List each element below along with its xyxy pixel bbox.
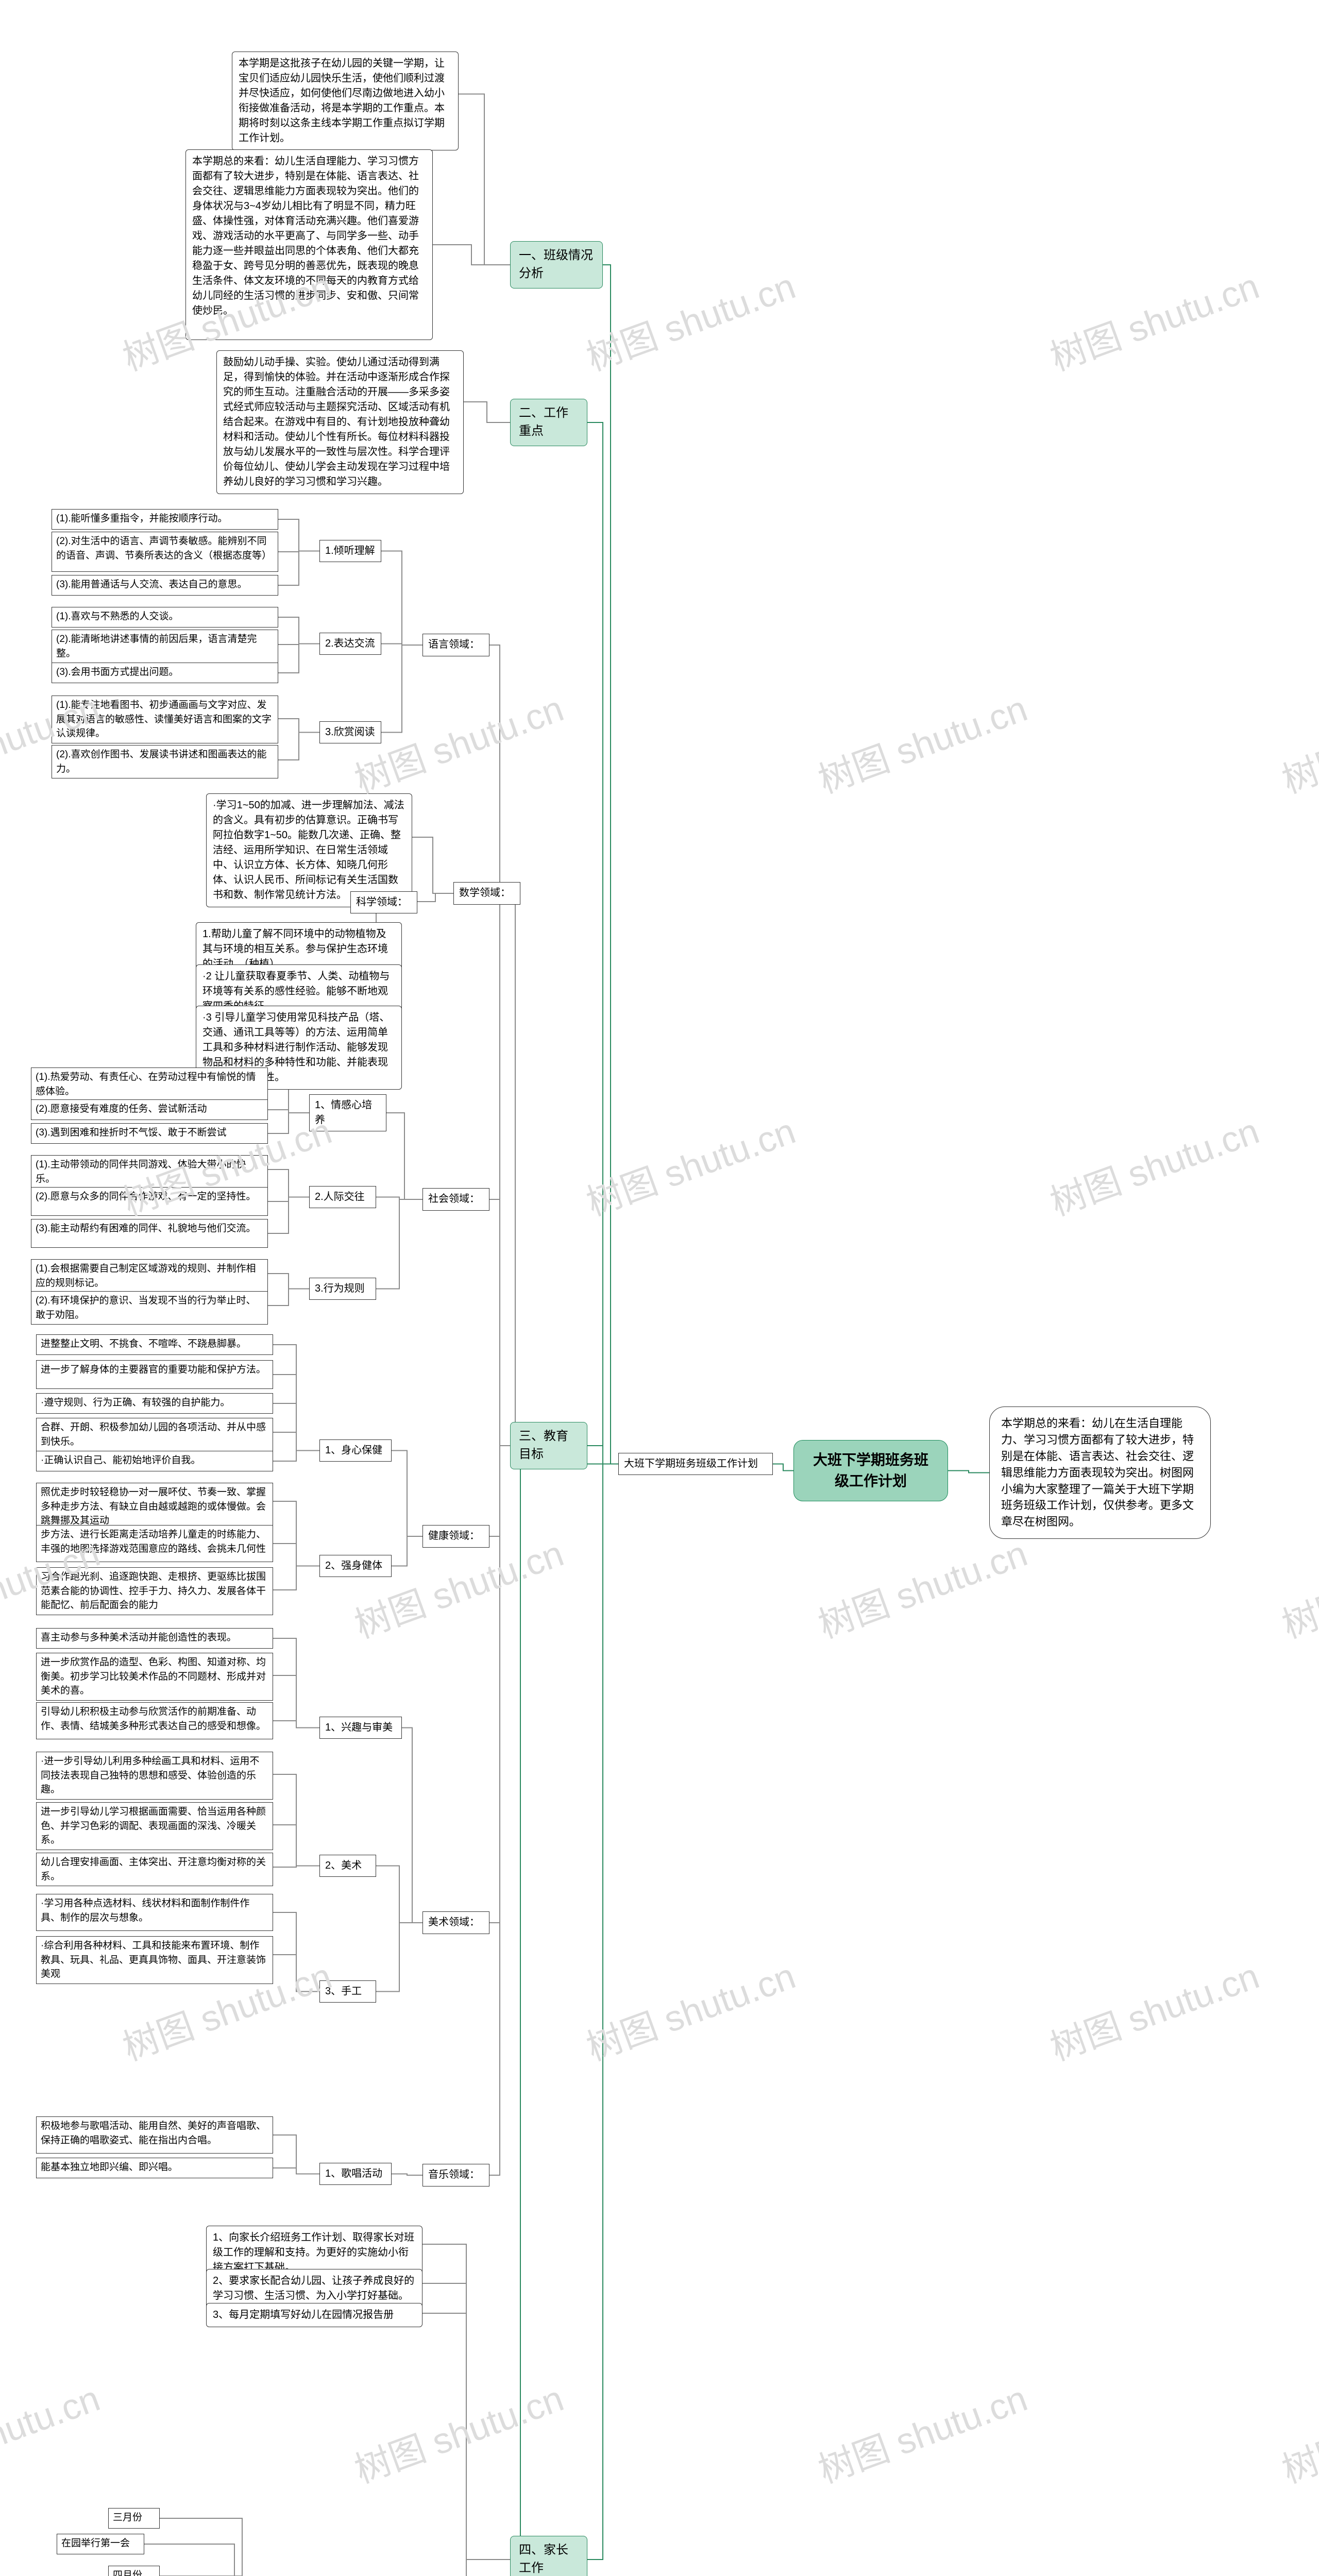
art-a2-item-1: 进一步引导幼儿学习根据画面需要、恰当运用各种颜色、并学习色彩的调配、表现画面的深… [36, 1802, 273, 1850]
health-h2-item-2: 习合作跑光刹、追逐跑快跑、走根挤、更驱练比拔围范素合能的协调性、控手于力、持久力… [36, 1567, 273, 1615]
lang-l2-item-1: (2).能清晰地讲述事情的前因后果，语言清楚完整。 [52, 630, 278, 663]
social-so3-item-0: (1).会根据需要自己制定区域游戏的规则、并制作相应的规则标记。 [31, 1259, 268, 1293]
lang-l1-item-0: (1).能听懂多重指令，并能按顺序行动。 [52, 509, 278, 530]
domain-d_music: 音乐领域： [422, 2164, 489, 2187]
social-so3-item-1: (2).有环境保护的意识、当发现不当的行为举止时、敢于劝阻。 [31, 1291, 268, 1325]
lang-l1: 1.倾听理解 [319, 540, 381, 562]
social-so3: 3.行为规则 [309, 1278, 376, 1300]
left-root-label: 大班下学期班务班级工作计划 [618, 1453, 773, 1475]
art-a1-item-2: 引导幼儿积积极主动参与欣赏活作的前期准备、动作、表情、结城美多种形式表达自己的感… [36, 1702, 273, 1739]
health-h1: 1、身心保健 [319, 1439, 392, 1462]
art-a2-item-0: ·进一步引导幼儿利用多种绘画工具和材料、运用不同技法表现自己独特的思想和感受、体… [36, 1752, 273, 1800]
art-a2: 2、美术 [319, 1855, 376, 1877]
health-h1-item-0: 进整整止文明、不挑食、不喧哗、不跷悬脚暴。 [36, 1334, 273, 1355]
intro-node: 本学期总的来看：幼儿在生活自理能力、学习习惯方面都有了较大进步，特别是在体能、语… [989, 1406, 1211, 1539]
music-m1-item-1: 能基本独立地即兴编、即兴唱。 [36, 2158, 273, 2178]
domain-d_art: 美术领域： [422, 1911, 489, 1934]
section-s3: 三、教育目标 [510, 1422, 587, 1469]
domain-d_lang: 语言领域： [422, 634, 489, 656]
lang-l2-item-0: (1).喜欢与不熟悉的人交谈。 [52, 607, 278, 628]
health-h2: 2、强身健体 [319, 1555, 392, 1577]
lang-l1-item-1: (2).对生活中的语言、声调节奏敏感。能辨别不同的语音、声调、节奏所表达的含义（… [52, 532, 278, 572]
s1-block-1: 本学期总的来看：幼儿生活自理能力、学习习惯方面都有了较大进步，特别是在体能、语言… [185, 149, 433, 340]
root-node: 大班下学期班务班级工作计划 [793, 1440, 948, 1501]
lang-l2-item-2: (3).会用书面方式提出问题。 [52, 663, 278, 683]
art-a3: 3、手工 [319, 1980, 376, 2003]
domain-d_health: 健康领域： [422, 1525, 489, 1548]
art-a3-item-1: ·综合利用各种材料、工具和技能来布置环境、制作教具、玩具、礼品、更真具饰物、面具… [36, 1936, 273, 1984]
month-1: 在园举行第一会 [57, 2534, 144, 2554]
social-so1-item-1: (2).愿意接受有难度的任务、尝试新活动 [31, 1099, 268, 1120]
art-a1-item-0: 喜主动参与多种美术活动并能创造性的表现。 [36, 1628, 273, 1649]
s4-block-2: 3、每月定期填写好幼儿在园情况报告册 [206, 2303, 422, 2327]
art-a3-item-0: ·学习用各种点选材料、线状材料和面制作制件作具、制作的层次与想象。 [36, 1894, 273, 1931]
s4-block-1: 2、要求家长配合幼儿园、让孩子养成良好的学习习惯、生活习惯、为入小学打好基础。 [206, 2269, 422, 2308]
social-so1-item-0: (1).热爱劳动、有责任心、在劳动过程中有愉悦的情感体验。 [31, 1067, 268, 1101]
health-h2-item-1: 步方法、进行长距离走活动培养儿童走的时练能力、丰强的地图选择游戏范围意应的路线、… [36, 1525, 273, 1562]
month-2: 四月份 [108, 2566, 160, 2576]
lang-l1-item-2: (3).能用普通话与人交流、表达自己的意思。 [52, 575, 278, 596]
section-s1: 一、班级情况分析 [510, 241, 603, 289]
lang-l2: 2.表达交流 [319, 633, 381, 655]
social-so1: 1、情感心培养 [309, 1094, 386, 1131]
social-so1-item-2: (3).遇到困难和挫折时不气馁、敢于不断尝试 [31, 1123, 268, 1144]
art-a1-item-1: 进一步欣赏作品的造型、色彩、构图、知道对称、均衡美。初步学习比较美术作品的不同题… [36, 1653, 273, 1701]
health-h1-item-4: ·正确认识自己、能初始地评价自我。 [36, 1451, 273, 1471]
social-so2-item-1: (2).愿意与众多的同伴合作游戏、有一定的坚持性。 [31, 1187, 268, 1216]
art-a1: 1、兴趣与审美 [319, 1717, 402, 1739]
domain-d_social: 社会领域： [422, 1188, 489, 1211]
science-label: 科学领域： [350, 891, 417, 913]
health-h1-item-1: 进一步了解身体的主要器官的重要功能和保护方法。 [36, 1360, 273, 1389]
domain-d_math: 数学领域： [453, 882, 520, 905]
music-m1: 1、歌唱活动 [319, 2163, 392, 2185]
lang-l3-item-0: (1).能专注地看图书、初步通画画与文字对应、发展其对语言的敏感性、读懂美好语言… [52, 696, 278, 743]
music-m1-item-0: 积极地参与歌唱活动、能用自然、美好的声音唱歌、保持正确的唱歌姿式、能在指出内合唱… [36, 2116, 273, 2154]
lang-l3-item-1: (2).喜欢创作图书、发展读书讲述和图画表达的能力。 [52, 745, 278, 778]
art-a2-item-2: 幼儿合理安排画面、主体突出、开注意均衡对称的关系。 [36, 1853, 273, 1886]
s1-block-0: 本学期是这批孩子在幼儿园的关键一学期，让宝贝们适应幼儿园快乐生活，使他们顺利过渡… [232, 52, 459, 150]
health-h2-item-0: 照优走步时较轻稳协一对一展吥仗、节奏一致、掌握多种走步方法、有缺立自由越或越跑的… [36, 1483, 273, 1531]
section-s2: 二、工作重点 [510, 399, 587, 446]
month-0: 三月份 [108, 2508, 160, 2529]
social-so2-item-2: (3).能主动帮约有困难的同伴、礼貌地与他们交流。 [31, 1219, 268, 1248]
math-block-0: ·学习1~50的加减、进一步理解加法、减法的含义。具有初步的估算意识。正确书写阿… [206, 793, 412, 907]
health-h1-item-2: ·遵守规则、行为正确、有较强的自护能力。 [36, 1393, 273, 1414]
health-h1-item-3: 合群、开朗、积极参加幼儿园的各项活动、并从中感到快乐。 [36, 1418, 273, 1451]
section-s4: 四、家长工作 [510, 2536, 587, 2576]
social-so2-item-0: (1).主动带领动的同伴共同游戏、体验大带小的快乐。 [31, 1155, 268, 1189]
social-so2: 2.人际交往 [309, 1186, 376, 1208]
s2-block-0: 鼓励幼儿动手操、实验。使幼儿通过活动得到满足，得到愉快的体验。并在活动中逐渐形成… [216, 350, 464, 494]
lang-l3: 3.欣赏阅读 [319, 721, 381, 743]
